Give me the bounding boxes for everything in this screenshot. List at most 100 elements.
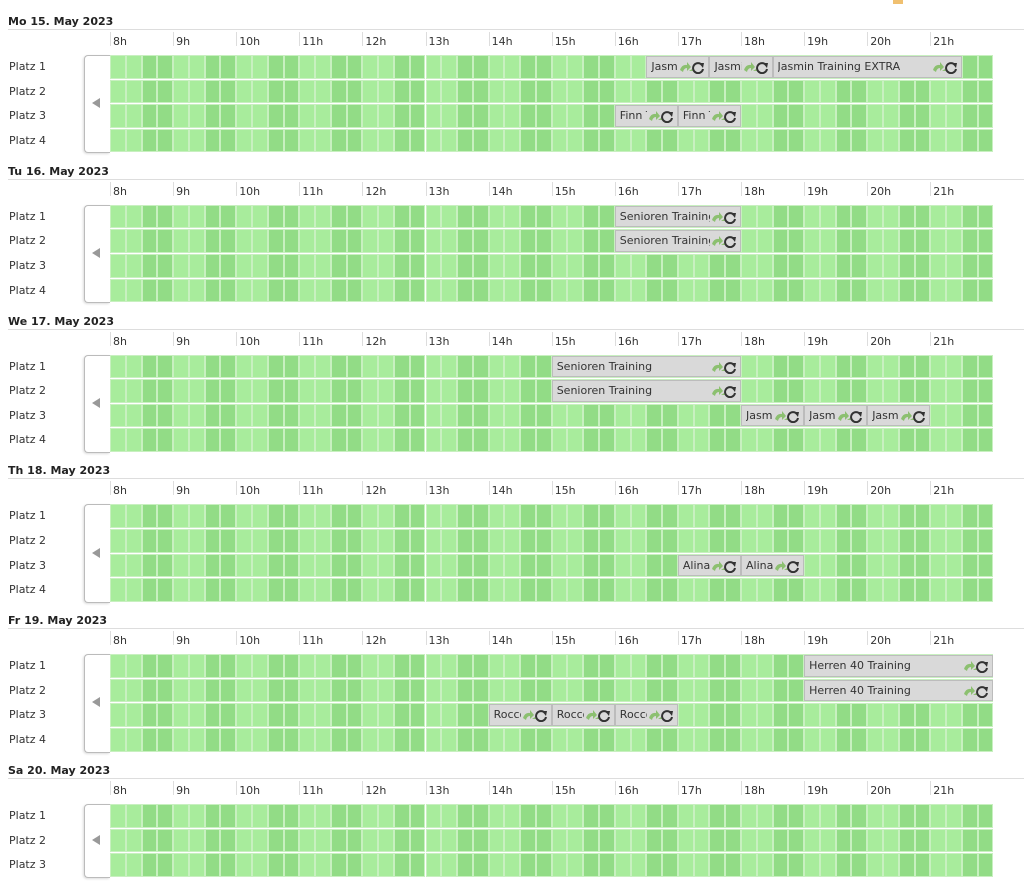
slot[interactable] (662, 804, 678, 828)
slot[interactable] (315, 229, 331, 253)
slot[interactable] (110, 104, 126, 128)
slot[interactable] (977, 229, 994, 253)
slot[interactable] (772, 804, 789, 828)
slot[interactable] (283, 853, 300, 877)
slot[interactable] (614, 678, 631, 703)
slot[interactable] (472, 254, 489, 278)
slot[interactable] (488, 278, 505, 303)
slot[interactable] (378, 403, 394, 428)
slot[interactable] (741, 379, 757, 403)
slot[interactable] (299, 254, 316, 278)
slot[interactable] (567, 529, 584, 553)
slot[interactable] (488, 654, 505, 678)
slot[interactable] (204, 128, 221, 153)
slot[interactable] (457, 254, 473, 278)
slot[interactable] (583, 553, 600, 578)
slot[interactable] (930, 229, 947, 253)
slot[interactable] (756, 79, 773, 104)
slot[interactable] (851, 229, 868, 253)
slot[interactable] (267, 678, 284, 703)
slot[interactable] (788, 578, 805, 602)
slot[interactable] (583, 204, 600, 229)
slot[interactable] (110, 204, 126, 229)
slot[interactable] (867, 578, 883, 602)
slot[interactable] (756, 654, 773, 678)
slot[interactable] (457, 278, 473, 303)
slot[interactable] (236, 379, 252, 403)
slot[interactable] (804, 553, 820, 578)
slot[interactable] (157, 678, 174, 703)
slot[interactable] (441, 578, 458, 602)
slot[interactable] (283, 678, 300, 703)
slot[interactable] (788, 853, 805, 877)
slot[interactable] (157, 104, 174, 128)
slot[interactable] (709, 828, 726, 853)
slot[interactable] (961, 254, 978, 278)
slot[interactable] (220, 254, 237, 278)
slot[interactable] (946, 354, 962, 379)
slot[interactable] (819, 578, 836, 602)
slot[interactable] (315, 354, 331, 379)
slot[interactable] (125, 804, 142, 828)
slot[interactable] (488, 553, 505, 578)
slot[interactable] (520, 128, 536, 153)
slot[interactable] (251, 504, 268, 528)
slot[interactable] (535, 504, 552, 528)
slot[interactable] (315, 853, 331, 877)
slot[interactable] (930, 529, 947, 553)
slot[interactable] (125, 654, 142, 678)
slot[interactable] (504, 254, 521, 278)
slot[interactable] (141, 278, 158, 303)
slot[interactable] (677, 428, 694, 452)
slot[interactable] (488, 504, 505, 528)
slot[interactable] (599, 678, 615, 703)
slot[interactable] (535, 553, 552, 578)
slot[interactable] (930, 254, 947, 278)
slot[interactable] (173, 678, 189, 703)
slot[interactable] (630, 654, 647, 678)
slot[interactable] (472, 379, 489, 403)
slot[interactable] (614, 278, 631, 303)
slot[interactable] (346, 504, 363, 528)
slot[interactable] (251, 403, 268, 428)
slot[interactable] (425, 379, 442, 403)
slot[interactable] (488, 428, 505, 452)
booking[interactable]: Senioren Training (614, 205, 741, 228)
slot[interactable] (788, 703, 805, 727)
slot[interactable] (614, 504, 631, 528)
slot[interactable] (236, 703, 252, 727)
slot[interactable] (315, 204, 331, 229)
slot[interactable] (409, 104, 426, 128)
slot[interactable] (488, 104, 505, 128)
slot[interactable] (756, 204, 773, 229)
slot[interactable] (157, 728, 174, 752)
slot[interactable] (725, 403, 741, 428)
slot[interactable] (283, 728, 300, 752)
slot[interactable] (441, 654, 458, 678)
booking[interactable]: Finn Training (614, 105, 678, 127)
slot[interactable] (630, 728, 647, 752)
slot[interactable] (267, 379, 284, 403)
slot[interactable] (551, 853, 568, 877)
slot[interactable] (362, 828, 379, 853)
slot[interactable] (110, 804, 126, 828)
slot[interactable] (567, 79, 584, 104)
slot[interactable] (946, 428, 962, 452)
slot[interactable] (804, 529, 820, 553)
slot[interactable] (677, 504, 694, 528)
slot[interactable] (946, 278, 962, 303)
slot[interactable] (141, 204, 158, 229)
slot[interactable] (425, 204, 442, 229)
slot[interactable] (583, 529, 600, 553)
slot[interactable] (741, 204, 757, 229)
slot[interactable] (251, 229, 268, 253)
slot[interactable] (346, 278, 363, 303)
slot[interactable] (599, 128, 615, 153)
slot[interactable] (583, 728, 600, 752)
slot[interactable] (188, 804, 205, 828)
slot[interactable] (551, 654, 568, 678)
slot[interactable] (756, 728, 773, 752)
slot[interactable] (583, 229, 600, 253)
slot[interactable] (725, 529, 741, 553)
slot[interactable] (346, 55, 363, 79)
